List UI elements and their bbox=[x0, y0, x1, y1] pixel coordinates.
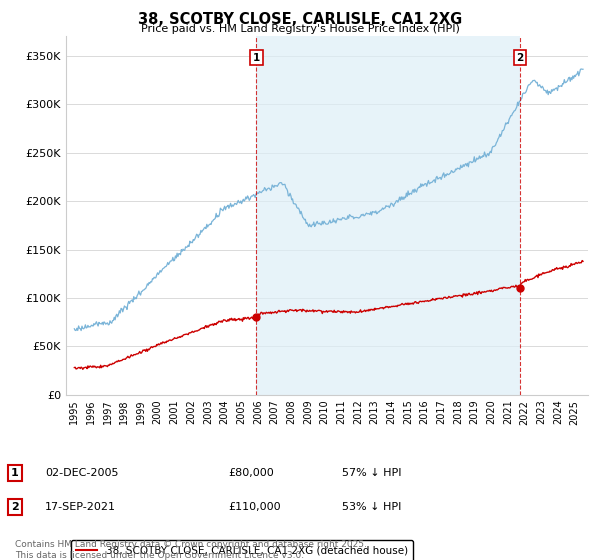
Bar bbox=[256, 36, 520, 395]
Text: Price paid vs. HM Land Registry's House Price Index (HPI): Price paid vs. HM Land Registry's House … bbox=[140, 24, 460, 34]
Text: 1: 1 bbox=[253, 53, 260, 63]
Text: 2: 2 bbox=[11, 502, 19, 512]
Legend: 38, SCOTBY CLOSE, CARLISLE, CA1 2XG (detached house), HPI: Average price, detach: 38, SCOTBY CLOSE, CARLISLE, CA1 2XG (det… bbox=[71, 540, 413, 560]
Text: £110,000: £110,000 bbox=[228, 502, 281, 512]
Text: 1: 1 bbox=[11, 468, 19, 478]
Text: 57% ↓ HPI: 57% ↓ HPI bbox=[342, 468, 401, 478]
Text: £80,000: £80,000 bbox=[228, 468, 274, 478]
Text: Contains HM Land Registry data © Crown copyright and database right 2025.
This d: Contains HM Land Registry data © Crown c… bbox=[15, 540, 367, 560]
Text: 53% ↓ HPI: 53% ↓ HPI bbox=[342, 502, 401, 512]
Text: 02-DEC-2005: 02-DEC-2005 bbox=[45, 468, 119, 478]
Text: 38, SCOTBY CLOSE, CARLISLE, CA1 2XG: 38, SCOTBY CLOSE, CARLISLE, CA1 2XG bbox=[138, 12, 462, 27]
Text: 17-SEP-2021: 17-SEP-2021 bbox=[45, 502, 116, 512]
Text: 2: 2 bbox=[516, 53, 523, 63]
